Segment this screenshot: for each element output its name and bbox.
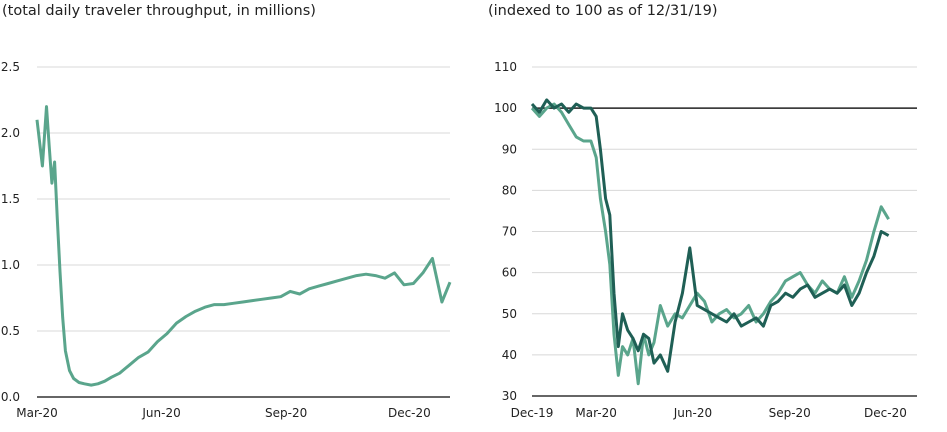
index-chart-svg: (indexed to 100 as of 12/31/19) 30 40 50 60… (488, 3, 917, 420)
index-series-line-dark (530, 98, 890, 373)
y-tick-label: 90 (502, 142, 517, 156)
y-tick-label: 80 (502, 183, 517, 197)
y-tick-label: 60 (502, 266, 517, 280)
throughput-chart: (total daily traveler throughput, in mil… (0, 0, 470, 428)
y-tick-label: 110 (494, 60, 517, 74)
throughput-series-line (35, 105, 452, 387)
y-tick-label: 1.0 (1, 258, 20, 272)
x-tick-label: Jun-20 (673, 406, 712, 420)
x-tick-label: Sep-20 (265, 406, 307, 420)
x-tick-label: Sep-20 (769, 406, 811, 420)
y-tick-label: 40 (502, 348, 517, 362)
x-tick-label: Mar-20 (16, 406, 57, 420)
y-tick-label: 0.0 (1, 390, 20, 404)
y-tick-label: 2.5 (1, 60, 20, 74)
x-tick-label: Dec-20 (864, 406, 907, 420)
throughput-chart-svg: (total daily traveler throughput, in mil… (1, 3, 452, 420)
x-tick-label: Dec-20 (388, 406, 431, 420)
y-tick-label: 50 (502, 307, 517, 321)
throughput-chart-subtitle: (total daily traveler throughput, in mil… (2, 3, 316, 19)
x-tick-label: Dec-19 (511, 406, 554, 420)
y-tick-label: 2.0 (1, 126, 20, 140)
y-tick-label: 30 (502, 389, 517, 403)
index-chart: (indexed to 100 as of 12/31/19) 30 40 50 60… (477, 0, 947, 428)
index-chart-subtitle: (indexed to 100 as of 12/31/19) (488, 3, 717, 19)
y-tick-label: 70 (502, 225, 517, 239)
y-tick-label: 0.5 (1, 324, 20, 338)
y-tick-label: 1.5 (1, 192, 20, 206)
y-tick-label: 100 (494, 101, 517, 115)
index-series-line-light (530, 102, 890, 386)
x-tick-label: Mar-20 (575, 406, 616, 420)
x-tick-label: Jun-20 (141, 406, 180, 420)
